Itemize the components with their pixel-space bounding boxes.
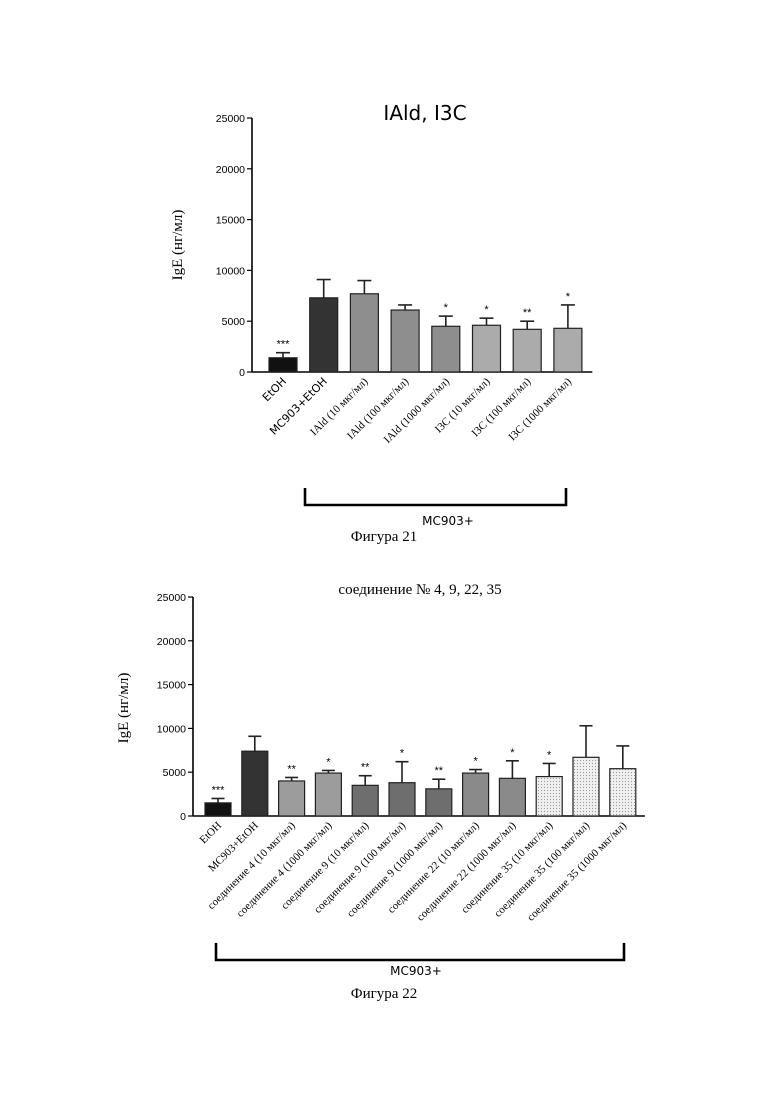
chart1-caption: Фигура 21 [351, 529, 417, 545]
chart1-bar [310, 298, 338, 372]
chart1-y-axis-label: IgE (нг/мл) [170, 210, 186, 281]
chart1-significance-label: * [484, 304, 489, 316]
chart2-plot: 0500010000150002000025000***EtOHMC903+Et… [157, 592, 645, 960]
chart2-bar [242, 751, 268, 816]
chart2-bar [279, 781, 305, 816]
chart2-bar [499, 778, 525, 816]
chart1-y-tick-label: 20000 [216, 164, 245, 176]
chart2-bar [463, 773, 489, 816]
chart2-bar [315, 773, 341, 816]
chart2-significance-label: *** [212, 784, 226, 796]
chart2-significance-label: * [510, 747, 515, 759]
chart2-caption: Фигура 22 [351, 986, 417, 1002]
chart2-bar [426, 789, 452, 816]
chart1-category-label: EtOH [260, 375, 289, 404]
chart1-y-tick-label: 0 [239, 367, 245, 379]
chart2-bar [536, 777, 562, 816]
chart1-bar [432, 326, 460, 372]
chart2-significance-label: * [547, 749, 552, 761]
chart2-y-tick-label: 5000 [163, 767, 187, 779]
chart2-bar [205, 803, 231, 816]
chart2-significance-label: ** [287, 763, 296, 775]
chart2-y-tick-label: 20000 [157, 636, 186, 648]
chart1-y-tick-label: 10000 [216, 265, 245, 277]
chart1-y-tick-label: 15000 [216, 215, 245, 227]
chart2-title: соединение № 4, 9, 22, 35 [338, 582, 501, 598]
chart1-bar [473, 325, 501, 372]
chart2-bracket-label: MC903+ [390, 964, 442, 978]
chart2-significance-label: ** [361, 762, 370, 774]
chart2-category-label: EtOH [197, 820, 224, 847]
chart1-significance-label: * [444, 302, 449, 314]
chart1-group-bracket [305, 488, 566, 505]
chart1-significance-label: *** [277, 339, 291, 351]
chart1-y-tick-label: 25000 [216, 113, 245, 125]
chart2-group-bracket [216, 943, 624, 960]
chart2-significance-label: ** [435, 765, 444, 777]
chart2-bar [389, 783, 415, 816]
chart2-bar [610, 769, 636, 816]
chart1-significance-label: * [566, 291, 571, 303]
chart2-y-axis-label: IgE (нг/мл) [116, 673, 132, 744]
chart1-bar [391, 310, 419, 372]
chart2-y-tick-label: 0 [180, 811, 186, 823]
chart2-significance-label: * [400, 748, 405, 760]
chart2-significance-label: * [326, 756, 331, 768]
chart1-bar [269, 358, 297, 372]
chart2-y-tick-label: 15000 [157, 680, 186, 692]
chart2-y-tick-label: 10000 [157, 723, 186, 735]
chart1-y-tick-label: 5000 [222, 316, 246, 328]
chart1-title: IAld, I3C [383, 101, 466, 125]
figure-page: IAld, I3C IgE (нг/мл) 0 5000 10000 15000 200… [0, 0, 780, 1103]
chart2-significance-label: * [473, 756, 478, 768]
chart1-bar [513, 329, 541, 372]
chart1-bracket-label: MC903+ [422, 514, 474, 528]
chart1-bar [350, 294, 378, 372]
chart1-significance-label: ** [523, 307, 532, 319]
chart1-plot: 0500010000150002000025000***EtOHMC903+Et… [216, 113, 593, 505]
chart1-bar [554, 328, 582, 372]
chart2-bar [352, 785, 378, 816]
chart2-bar [573, 757, 599, 816]
chart2-y-tick-label: 25000 [157, 592, 186, 604]
